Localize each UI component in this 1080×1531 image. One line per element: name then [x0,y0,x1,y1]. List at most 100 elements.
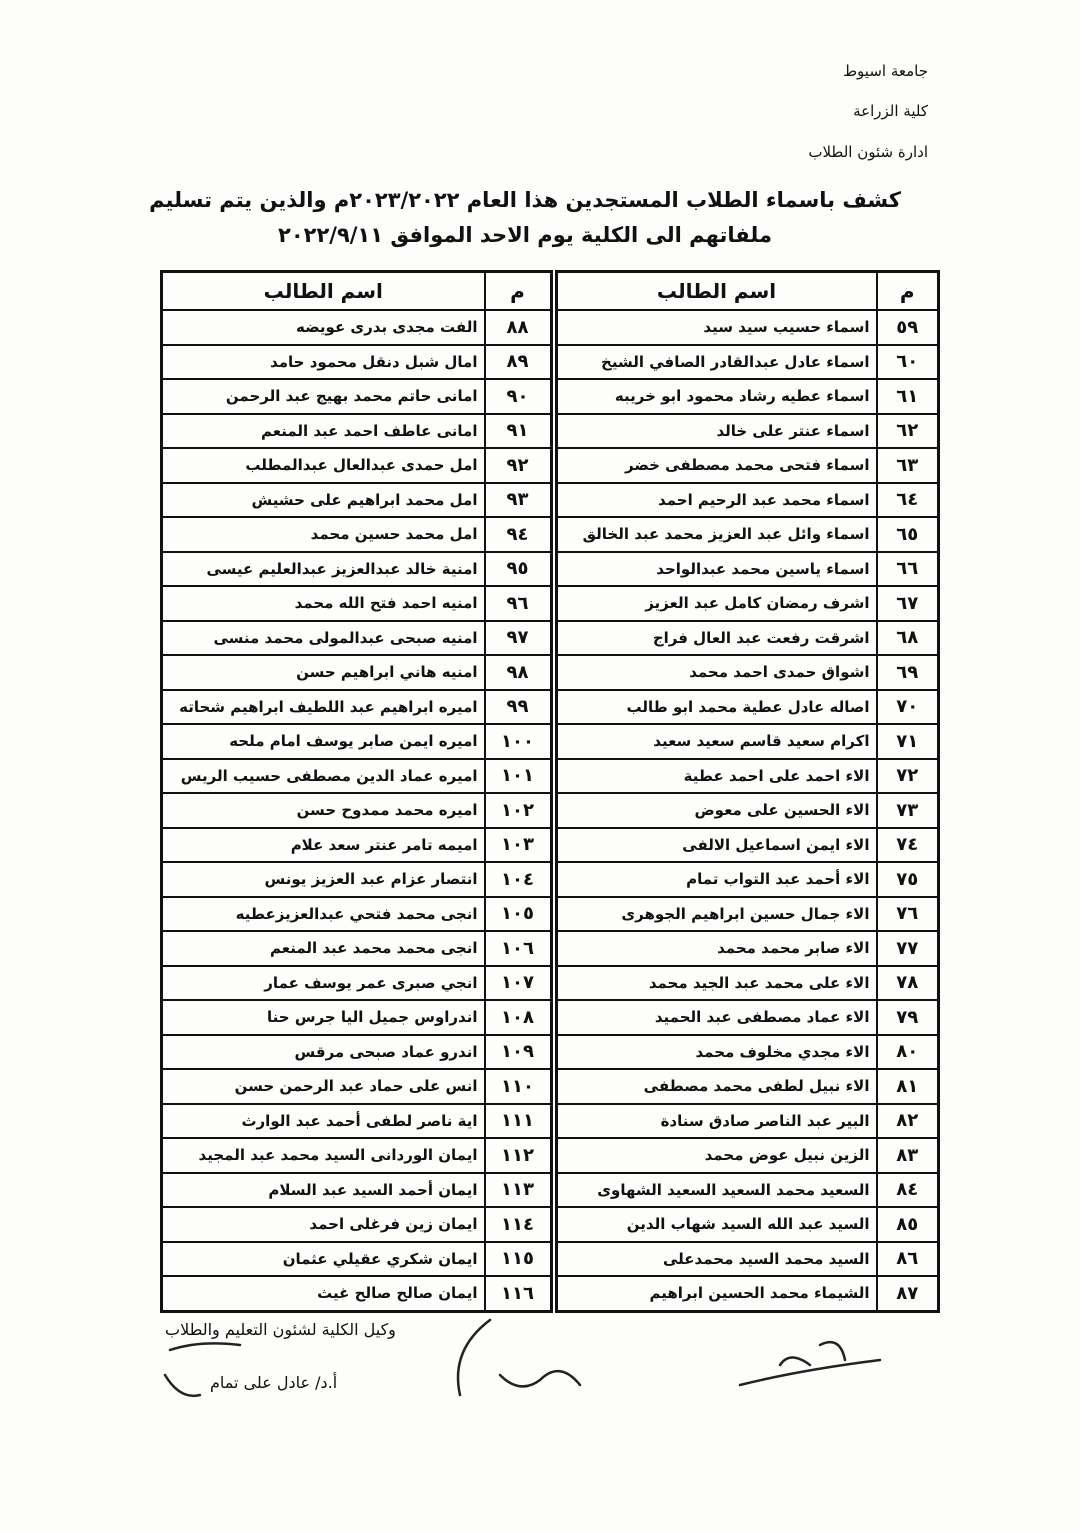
student-name: امنيه احمد فتح الله محمد [160,585,486,622]
student-name: انجى محمد فتحي عبدالعزيزعطيه [160,895,486,932]
signature [168,1342,242,1352]
signature [456,1318,492,1397]
student-name: امل محمد ابراهيم على حشيش [160,481,486,518]
table-row: ٦٢ اسماء عنتر على خالد ٩١ امانى عاطف احمد ع… [160,412,940,449]
student-name: امنيه صبحى عبدالمولى محمد منسى [160,619,486,656]
student-name: اشواق حمدى احمد محمد [549,654,878,691]
student-name: البير عبد الناصر صادق سنادة [549,1102,878,1139]
student-name: امل حمدى عبدالعال عبدالمطلب [160,447,486,484]
student-name: انجى محمد محمد عبد المنعم [160,930,486,967]
header-row: م اسم الطالب م اسم الطالب [160,270,940,311]
serial-number: ٩٢ [483,447,555,484]
student-name: اندرو عماد صبحى مرقس [160,1033,486,1070]
student-name: اية ناصر لطفى أحمد عبد الوارث [160,1102,486,1139]
serial-number: ١١١ [483,1102,555,1139]
student-name: الاء الحسين على معوض [549,792,878,829]
signatory-title: وكيل الكلية لشئون التعليم والطلاب [165,1320,396,1339]
serial-number: ١٠٥ [483,895,555,932]
signature [498,1370,582,1388]
student-name: اسماء عنتر على خالد [549,412,878,449]
table-row: ٦١ اسماء عطيه رشاد محمود ابو خريبه ٩٠ امانى… [160,378,940,415]
serial-number: ١١٢ [483,1137,555,1174]
student-name: اسماء عادل عبدالقادر الصافي الشيخ [549,343,878,380]
serial-number: ٩٣ [483,481,555,518]
serial-number: ١٠٧ [483,964,555,1001]
serial-number: ٧٠ [875,688,940,725]
table-body: ٥٩ اسماء حسيب سيد سيد ٨٨ الفت مجدى بدرى عوي… [160,309,940,1312]
table-row: ٨٥ السيد عبد الله السيد شهاب الدين ١١٤ ايما… [160,1206,940,1243]
table-row: ٦٩ اشواق حمدى احمد محمد ٩٨ امنيه هاني ابراه… [160,654,940,691]
serial-number: ٦٢ [875,412,940,449]
serial-number: ٨٤ [875,1171,940,1208]
table-row: ٦٧ اشرف رمضان كامل عبد العزيز ٩٦ امنيه احمد… [160,585,940,622]
student-name: السيد عبد الله السيد شهاب الدين [549,1206,878,1243]
serial-number: ٧٦ [875,895,940,932]
table-row: ٧٢ الاء احمد على احمد عطية ١٠١ اميره عماد ا… [160,757,940,794]
serial-number: ٦٤ [875,481,940,518]
signature-strokes [163,1318,882,1398]
header-name: اسم الطالب [549,270,878,311]
student-name: اميره محمد ممدوح حسن [160,792,486,829]
table-row: ٨٣ الزين نبيل عوض محمد ١١٢ ايمان الوردانى ا… [160,1137,940,1174]
serial-number: ٥٩ [875,309,940,346]
serial-number: ٩٤ [483,516,555,553]
serial-number: ١٠٢ [483,792,555,829]
serial-number: ١١٤ [483,1206,555,1243]
table-row: ٨١ الاء نبيل لطفى محمد مصطفى ١١٠ انس على حم… [160,1068,940,1105]
serial-number: ٦٩ [875,654,940,691]
serial-number: ٩١ [483,412,555,449]
serial-number: ٩٥ [483,550,555,587]
student-name: الزين نبيل عوض محمد [549,1137,878,1174]
serial-number: ١٠٩ [483,1033,555,1070]
table-row: ٧٤ الاء ايمن اسماعيل الالفى ١٠٣ اميمه تامر … [160,826,940,863]
serial-number: ١٠١ [483,757,555,794]
table-row: ٧٣ الاء الحسين على معوض ١٠٢ اميره محمد ممدو… [160,792,940,829]
faculty-name: كلية الزراعة [853,102,928,120]
student-name: الاء نبيل لطفى محمد مصطفى [549,1068,878,1105]
serial-number: ٩٧ [483,619,555,656]
table-row: ٧١ اكرام سعيد قاسم سعيد سعيد ١٠٠ اميره ايمن… [160,723,940,760]
serial-number: ٦٣ [875,447,940,484]
student-name: الاء على محمد عبد الجيد محمد [549,964,878,1001]
table-row: ٧٨ الاء على محمد عبد الجيد محمد ١٠٧ انجي صب… [160,964,940,1001]
student-name: الاء جمال حسين ابراهيم الجوهرى [549,895,878,932]
student-name: الشيماء محمد الحسين ابراهيم [549,1275,878,1312]
student-name: السيد محمد السيد محمدعلى [549,1240,878,1277]
serial-number: ١٠٤ [483,861,555,898]
serial-number: ١٠٦ [483,930,555,967]
student-name: اميره ايمن صابر يوسف امام ملحه [160,723,486,760]
serial-number: ٦٠ [875,343,940,380]
serial-number: ٨٩ [483,343,555,380]
table-row: ٦٤ اسماء محمد عبد الرحيم احمد ٩٣ امل محمد ا… [160,481,940,518]
serial-number: ٧٧ [875,930,940,967]
table-row: ٦٦ اسماء ياسين محمد عبدالواحد ٩٥ امنية خالد… [160,550,940,587]
serial-number: ٨٥ [875,1206,940,1243]
serial-number: ٧٢ [875,757,940,794]
signature [163,1373,202,1398]
table-row: ٧٠ اصاله عادل عطية محمد ابو طالب ٩٩ اميره ا… [160,688,940,725]
student-name: الاء أحمد عبد التواب تمام [549,861,878,898]
serial-number: ٦١ [875,378,940,415]
serial-number: ٨١ [875,1068,940,1105]
student-name: اكرام سعيد قاسم سعيد سعيد [549,723,878,760]
serial-number: ٩٩ [483,688,555,725]
student-name: امل محمد حسين محمد [160,516,486,553]
table-row: ٧٩ الاء عماد مصطفى عبد الحميد ١٠٨ اندراوس ج… [160,999,940,1036]
student-name: الفت مجدى بدرى عويضه [160,309,486,346]
header-name: اسم الطالب [160,270,486,311]
student-name: السعيد محمد السعيد السعيد الشهاوى [549,1171,878,1208]
serial-number: ١١٣ [483,1171,555,1208]
student-name: انتصار عزام عبد العزيز يونس [160,861,486,898]
serial-number: ١١٥ [483,1240,555,1277]
serial-number: ٨٣ [875,1137,940,1174]
student-name: الاء عماد مصطفى عبد الحميد [549,999,878,1036]
serial-number: ٧٩ [875,999,940,1036]
serial-number: ١١٠ [483,1068,555,1105]
serial-number: ٦٧ [875,585,940,622]
student-name: الاء احمد على احمد عطية [549,757,878,794]
student-name: اندراوس جميل اليا جرس حنا [160,999,486,1036]
serial-number: ٧٣ [875,792,940,829]
table-row: ٥٩ اسماء حسيب سيد سيد ٨٨ الفت مجدى بدرى عوي… [160,309,940,346]
